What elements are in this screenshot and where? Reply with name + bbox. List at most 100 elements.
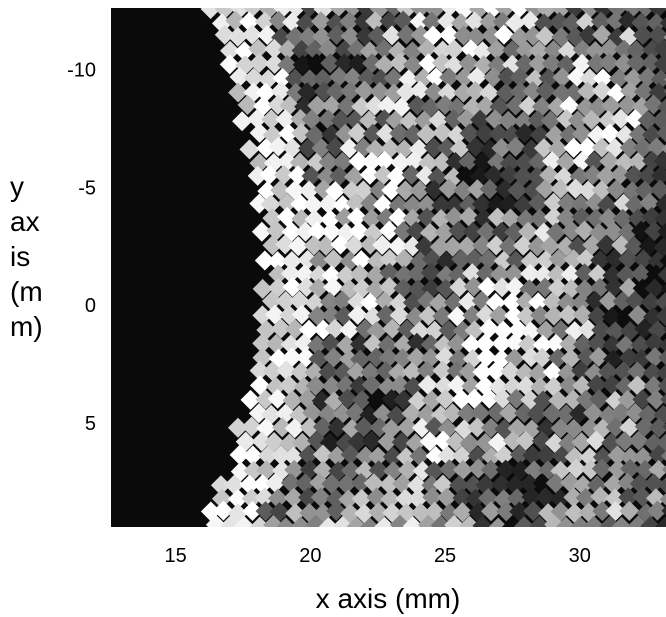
heatmap-cell (599, 291, 620, 312)
heatmap-cell (283, 487, 304, 508)
heatmap-cell (405, 306, 426, 327)
heatmap-cell (491, 474, 512, 495)
heatmap-cell (575, 389, 596, 410)
heatmap-cell (662, 187, 666, 195)
heatmap-cell (492, 11, 513, 32)
heatmap-cell (656, 433, 666, 453)
heatmap-cell (552, 67, 573, 88)
heatmap-cell (476, 263, 497, 284)
heatmap-cell (285, 68, 306, 89)
y-axis-title-line: is (10, 241, 30, 272)
heatmap-cell (467, 445, 488, 466)
heatmap-cell (377, 334, 398, 355)
heatmap-cell (483, 67, 504, 88)
heatmap-cell (619, 137, 640, 158)
x-tick-label: 20 (299, 545, 321, 567)
heatmap-cell (349, 334, 370, 355)
heatmap-cell (661, 506, 666, 516)
heatmap-cell (242, 445, 263, 466)
heatmap-cell (575, 12, 596, 33)
heatmap-cell (628, 430, 649, 451)
heatmap-cell (234, 41, 255, 62)
heatmap-cell (355, 446, 376, 467)
heatmap-cell (493, 24, 514, 45)
heatmap-cell (232, 530, 252, 550)
heatmap-cell (344, 235, 365, 256)
heatmap-cell (629, 473, 650, 494)
heatmap-cell (383, 68, 404, 89)
heatmap-cell (275, 290, 296, 311)
heatmap-cell (636, 8, 655, 18)
heatmap-cell (463, 475, 484, 496)
heatmap-cell (330, 529, 350, 549)
heatmap-cell (291, 123, 312, 144)
heatmap-cell (344, 166, 365, 187)
heatmap-cell (326, 489, 347, 510)
heatmap-cell (402, 361, 423, 382)
heatmap-cell (459, 195, 480, 216)
heatmap-cell (653, 237, 666, 258)
heatmap-cell (591, 137, 612, 158)
heatmap-cell (444, 39, 465, 60)
heatmap-cell (289, 152, 310, 173)
heatmap-cell (336, 265, 357, 286)
heatmap-cell (248, 38, 269, 59)
heatmap-cell (343, 8, 363, 18)
heatmap-cell (267, 488, 288, 509)
heatmap-cell (303, 235, 324, 256)
heatmap-cell (601, 95, 622, 116)
heatmap-cell (211, 488, 232, 509)
heatmap-cell (604, 248, 625, 269)
heatmap-cell (632, 25, 653, 46)
heatmap-cell (372, 234, 393, 255)
heatmap-cell (210, 475, 231, 496)
heatmap-cell (439, 67, 460, 88)
heatmap-cell (423, 137, 444, 158)
heatmap-cell (445, 152, 466, 173)
heatmap-cell (469, 403, 490, 424)
heatmap-cell (278, 123, 299, 144)
heatmap-cell (486, 0, 506, 4)
heatmap-cell (424, 179, 445, 200)
heatmap-cell (421, 475, 442, 496)
heatmap-cell (611, 516, 632, 527)
heatmap-cell (547, 96, 568, 117)
heatmap-cell (619, 500, 640, 521)
heatmap-cell (273, 8, 293, 18)
heatmap-cell (294, 333, 315, 354)
heatmap-cell (310, 487, 331, 508)
heatmap-cell (622, 181, 643, 202)
heatmap-cell (549, 11, 570, 32)
heatmap-cell (515, 40, 536, 61)
heatmap-cell (486, 194, 507, 215)
heatmap-cell (234, 0, 254, 5)
heatmap-cell (247, 165, 268, 186)
heatmap-cell (487, 207, 508, 228)
heatmap-cell (585, 290, 606, 311)
heatmap-cell (333, 362, 354, 383)
heatmap-cell (417, 195, 438, 216)
heatmap-cell (565, 178, 586, 199)
heatmap-cell (364, 95, 385, 116)
heatmap-cell (530, 377, 551, 398)
heatmap-cell (264, 38, 285, 59)
heatmap-cell (247, 0, 267, 4)
heatmap-cell (261, 109, 282, 130)
heatmap-cell (437, 445, 458, 466)
heatmap-cell (490, 264, 511, 285)
heatmap-cell (567, 66, 588, 87)
heatmap-cell (560, 348, 581, 369)
heatmap-cell (337, 388, 358, 409)
heatmap-cell (657, 98, 666, 116)
heatmap-cell (637, 110, 658, 131)
heatmap-cell (291, 40, 312, 61)
heatmap-cell (309, 251, 330, 272)
heatmap-cell (574, 220, 595, 241)
heatmap-cell (267, 388, 288, 409)
heatmap-cell (471, 0, 491, 5)
heatmap-cell (578, 24, 599, 45)
heatmap-cell (521, 347, 542, 368)
heatmap-cell (303, 194, 324, 215)
heatmap-cell (484, 530, 504, 550)
heatmap-cell (592, 24, 613, 45)
